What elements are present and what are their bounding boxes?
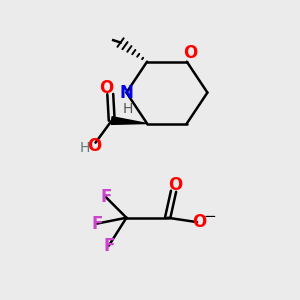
Text: H: H bbox=[79, 141, 89, 155]
Text: −: − bbox=[203, 209, 216, 224]
Text: O: O bbox=[192, 213, 207, 231]
Text: O: O bbox=[87, 136, 101, 154]
Text: N: N bbox=[119, 84, 134, 102]
Text: O: O bbox=[100, 79, 114, 97]
Text: F: F bbox=[91, 214, 103, 232]
Text: H: H bbox=[123, 102, 133, 116]
Text: F: F bbox=[103, 237, 115, 255]
Text: O: O bbox=[183, 44, 197, 62]
Polygon shape bbox=[111, 117, 147, 124]
Text: O: O bbox=[168, 176, 182, 194]
Text: F: F bbox=[100, 188, 112, 206]
